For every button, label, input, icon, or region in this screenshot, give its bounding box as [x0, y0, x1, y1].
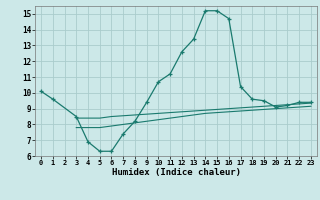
X-axis label: Humidex (Indice chaleur): Humidex (Indice chaleur): [111, 168, 241, 177]
